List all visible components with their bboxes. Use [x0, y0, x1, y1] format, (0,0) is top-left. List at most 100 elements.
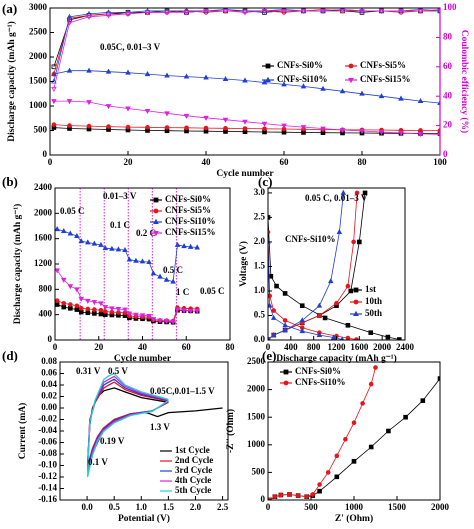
marker	[378, 93, 385, 99]
marker	[51, 122, 57, 127]
y-tick-label: -0.10	[38, 460, 57, 470]
marker	[74, 303, 80, 309]
y-tick-label: 2500	[247, 356, 266, 366]
y-axis-label: Current (mA)	[17, 403, 28, 460]
marker	[357, 239, 362, 245]
marker	[351, 239, 356, 245]
marker	[194, 308, 200, 314]
marker	[385, 334, 391, 340]
legend-label: 10th	[365, 296, 382, 306]
marker	[115, 307, 122, 313]
x-tick-label: 80	[226, 342, 236, 352]
x-tick-label: 0	[266, 502, 271, 512]
marker	[418, 128, 423, 133]
legend-label: 3rd Cycle	[175, 465, 212, 475]
marker	[359, 129, 365, 135]
marker	[283, 380, 289, 386]
marker	[55, 298, 60, 304]
marker	[164, 10, 170, 16]
plot-area	[51, 8, 440, 138]
x-axis-label: Discharge capacity (mAh g⁻¹)	[276, 353, 397, 364]
annotation: 0.05 C	[60, 206, 85, 216]
marker	[183, 10, 190, 16]
legend-label: 1st Cycle	[175, 445, 210, 455]
y-tick-label: 2.0	[254, 236, 266, 246]
y-tick-label: 2000	[247, 384, 266, 394]
legend-label: 5th Cycle	[175, 485, 211, 495]
panel-label: (b)	[2, 174, 18, 189]
marker	[354, 190, 360, 196]
marker	[157, 273, 163, 279]
marker	[320, 85, 326, 91]
y-tick-label: 0.00	[41, 402, 57, 412]
marker	[85, 310, 91, 316]
marker	[153, 197, 159, 203]
y-tick-label: 800	[39, 283, 53, 293]
series-line	[53, 9, 440, 89]
marker	[203, 125, 209, 131]
marker	[368, 330, 374, 335]
marker	[317, 488, 322, 494]
annotation: 0.05C, 0.01–3 V	[100, 42, 161, 52]
x-tick-label: 80	[358, 157, 368, 167]
marker	[102, 305, 109, 311]
y2-tick-label: 100	[443, 2, 457, 12]
marker	[51, 86, 57, 92]
marker	[78, 238, 85, 244]
marker	[353, 310, 359, 317]
series-line	[268, 192, 344, 340]
marker	[55, 268, 60, 274]
marker	[242, 77, 248, 83]
marker	[334, 474, 340, 480]
marker	[353, 287, 359, 293]
plot-area	[268, 189, 402, 340]
marker	[68, 306, 73, 311]
y2-axis-label: Coulombic efficiency (%)	[459, 30, 470, 133]
y2-tick-label: 80	[443, 31, 453, 41]
marker	[437, 8, 440, 13]
marker	[262, 126, 267, 132]
marker	[417, 9, 424, 15]
marker	[353, 299, 359, 305]
marker	[265, 63, 271, 69]
marker	[274, 283, 279, 289]
marker	[282, 291, 288, 296]
y2-tick-label: 60	[443, 61, 453, 71]
marker	[203, 9, 209, 15]
x-tick-label: 40	[202, 157, 212, 167]
x-axis-label: Cycle number	[114, 354, 172, 364]
y2-tick-label: 40	[443, 90, 453, 100]
y-tick-label: 1500	[247, 411, 266, 421]
y-tick-label: 1500	[29, 76, 48, 86]
marker	[66, 67, 73, 73]
annotation: 1 C	[176, 287, 189, 297]
marker	[74, 287, 80, 293]
marker	[261, 121, 268, 127]
marker	[300, 83, 307, 89]
marker	[150, 317, 157, 323]
marker	[146, 258, 152, 265]
y-tick-label: -0.02	[38, 414, 57, 424]
y-tick-label: 0	[48, 334, 53, 344]
marker	[144, 71, 151, 77]
y-tick-label: 2500	[29, 27, 48, 37]
y-tick-label: -0.08	[38, 448, 57, 458]
x-tick-label: 0.5	[109, 502, 121, 512]
marker	[304, 494, 310, 499]
marker	[146, 314, 152, 320]
marker	[322, 315, 328, 321]
series-line	[53, 10, 440, 67]
x-tick-label: 0	[53, 342, 58, 352]
marker	[109, 245, 115, 251]
marker	[299, 317, 306, 323]
marker	[74, 233, 80, 239]
x-tick-label: 400	[284, 342, 298, 352]
y-tick-label: 0.04	[41, 379, 57, 389]
x-tick-label: 2000	[431, 502, 450, 512]
marker	[272, 494, 278, 499]
x-tick-label: 800	[307, 342, 321, 352]
marker	[60, 227, 67, 233]
y-tick-label: 0.06	[41, 368, 57, 378]
annotation: 0.1 V	[88, 457, 108, 467]
